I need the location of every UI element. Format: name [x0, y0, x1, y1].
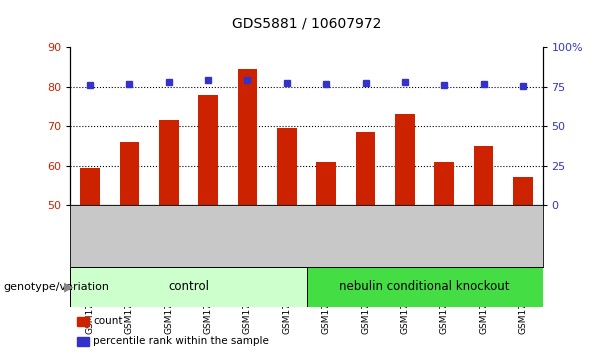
Bar: [70, 267, 306, 307]
Text: control: control: [168, 280, 209, 293]
Bar: [159, 120, 178, 205]
Bar: [435, 162, 454, 205]
Bar: [277, 128, 297, 205]
Text: percentile rank within the sample: percentile rank within the sample: [93, 336, 269, 346]
Bar: [306, 267, 543, 307]
Bar: [120, 142, 139, 205]
Bar: [316, 162, 336, 205]
Bar: [395, 114, 414, 205]
Bar: [356, 132, 375, 205]
Bar: [199, 94, 218, 205]
Text: genotype/variation: genotype/variation: [3, 282, 109, 292]
Bar: [513, 178, 533, 205]
Text: GDS5881 / 10607972: GDS5881 / 10607972: [232, 17, 381, 30]
Bar: [80, 168, 100, 205]
Bar: [474, 146, 493, 205]
Text: count: count: [93, 316, 123, 326]
Bar: [238, 69, 257, 205]
Text: nebulin conditional knockout: nebulin conditional knockout: [339, 280, 510, 293]
Text: ▶: ▶: [64, 280, 74, 293]
